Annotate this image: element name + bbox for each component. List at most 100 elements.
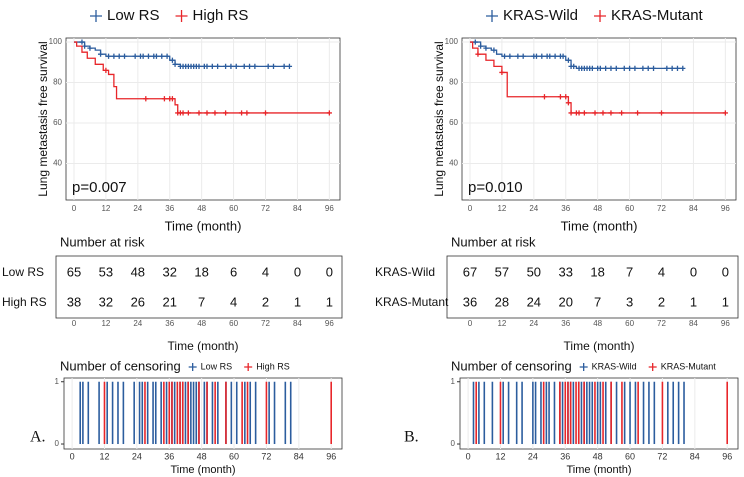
censor-tick	[722, 110, 728, 116]
x-axis-label: Time (month)	[567, 464, 632, 476]
plot-area	[63, 377, 343, 450]
censor-tick	[568, 110, 574, 116]
chart-title: Number of censoring	[60, 358, 181, 373]
censor-tick	[103, 67, 109, 73]
censor-tick	[164, 53, 170, 59]
censor-tick	[228, 63, 234, 69]
x-tick-label: 12	[101, 204, 110, 213]
row-label: KRAS-Wild	[375, 265, 435, 279]
legend-symbol	[648, 363, 657, 371]
censor-tick	[475, 51, 481, 57]
censor-tick	[116, 53, 122, 59]
censor-tick	[557, 94, 564, 100]
risk-count: 3	[626, 294, 633, 309]
legend-label: Low RS	[107, 7, 160, 24]
censor-tick	[246, 63, 253, 69]
censor-tick	[111, 53, 117, 59]
censor-tick	[326, 110, 332, 116]
risk-count: 53	[99, 264, 113, 279]
censor-tick	[571, 63, 577, 69]
censor-tick	[613, 65, 619, 71]
censor-tick	[640, 65, 646, 71]
x-tick-label: 96	[721, 204, 730, 213]
x-tick-label: 36	[560, 451, 570, 461]
censor-tick	[169, 57, 176, 63]
x-tick-label: 60	[229, 319, 238, 328]
risk-count: 28	[495, 294, 509, 309]
x-tick-label: 96	[325, 319, 334, 328]
censor-tick	[650, 65, 657, 71]
censor-tick	[501, 53, 508, 59]
panel-label: B.	[404, 429, 419, 446]
censor-tick	[472, 39, 478, 45]
legend-label: KRAS-Mutant	[661, 361, 717, 371]
y-tick-label: 1	[55, 377, 60, 386]
x-tick-label: 72	[261, 204, 270, 213]
y-axis-label: Lung metastasis free survival	[36, 41, 50, 196]
censor-tick	[478, 43, 484, 49]
censor-tick	[262, 110, 269, 116]
plot-area	[461, 37, 737, 201]
x-tick-label: 48	[593, 319, 602, 328]
censor-tick	[507, 53, 513, 59]
censor-tick	[565, 57, 572, 63]
risk-count: 24	[527, 294, 541, 309]
censor-tick	[204, 63, 210, 69]
y-tick-label: 100	[445, 37, 459, 46]
censor-tick	[223, 110, 229, 116]
censor-tick	[209, 63, 215, 69]
legend-symbol	[486, 10, 498, 22]
censor-tick	[223, 63, 229, 69]
risk-count: 33	[559, 264, 573, 279]
legend-symbol	[579, 363, 588, 371]
legend-symbol	[594, 10, 607, 22]
censor-tick	[185, 110, 191, 116]
censor-tick	[547, 53, 553, 59]
risk-count: 67	[463, 264, 477, 279]
x-axis-label: Time (month)	[165, 218, 242, 233]
x-tick-label: 96	[325, 204, 334, 213]
x-tick-label: 96	[326, 451, 336, 461]
legend-symbol	[244, 363, 253, 371]
risk-count: 32	[163, 264, 177, 279]
risk-count: 4	[658, 264, 665, 279]
y-tick-label: 80	[53, 78, 62, 87]
y-tick-label: 1	[451, 377, 456, 386]
x-tick-label: 24	[529, 204, 538, 213]
legend-label: KRAS-Mutant	[611, 7, 704, 24]
censor-tick	[552, 53, 558, 59]
x-tick-label: 84	[293, 319, 302, 328]
risk-count: 0	[326, 264, 333, 279]
x-tick-label: 36	[561, 319, 570, 328]
x-tick-label: 12	[99, 451, 109, 461]
risk-count: 48	[131, 264, 145, 279]
censor-tick	[592, 110, 598, 116]
annotation: p=0.010	[468, 179, 523, 196]
risk-count: 36	[463, 294, 477, 309]
censor-tick	[79, 39, 85, 45]
y-axis-label: Lung metastasis free survival	[432, 41, 446, 196]
censor-tick	[180, 110, 186, 116]
censor-tick	[533, 53, 540, 59]
censor-tick	[621, 65, 627, 71]
censor-tick	[145, 53, 152, 59]
censor-tick	[600, 110, 606, 116]
risk-count: 0	[294, 264, 301, 279]
censor-tick	[608, 110, 614, 116]
risk-count: 65	[67, 264, 81, 279]
censor-tick	[132, 53, 138, 59]
censor-tick	[204, 110, 210, 116]
x-tick-label: 24	[133, 319, 142, 328]
censor-tick	[680, 65, 686, 71]
censor-tick	[619, 110, 625, 116]
censor-tick	[215, 63, 221, 69]
x-tick-label: 96	[721, 319, 730, 328]
table-title: Number at risk	[451, 234, 536, 249]
risk-count: 21	[163, 294, 177, 309]
x-tick-label: 12	[497, 204, 506, 213]
x-tick-label: 84	[690, 451, 700, 461]
x-tick-label: 0	[72, 204, 77, 213]
censor-tick	[565, 100, 572, 106]
x-tick-label: 84	[689, 204, 698, 213]
